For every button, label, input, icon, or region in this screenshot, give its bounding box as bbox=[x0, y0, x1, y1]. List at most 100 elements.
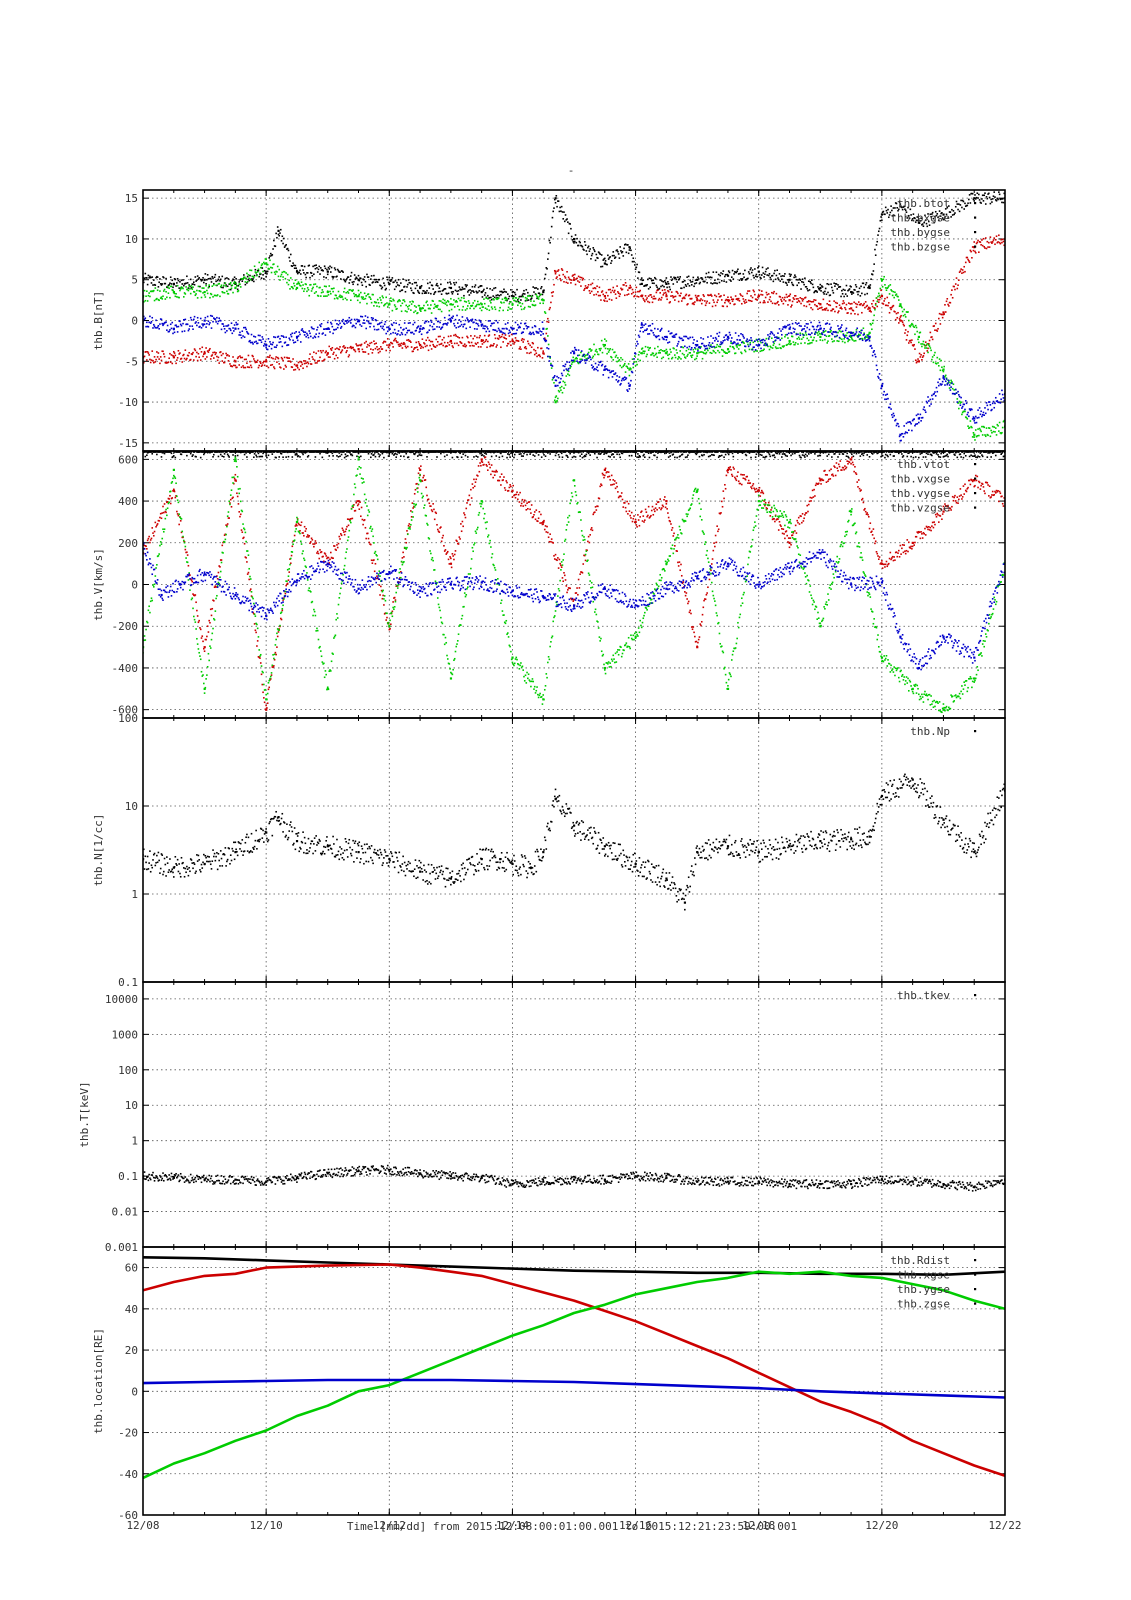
data-point bbox=[353, 280, 355, 283]
data-point bbox=[959, 404, 962, 406]
data-point bbox=[617, 291, 619, 293]
data-point bbox=[717, 293, 720, 295]
data-point bbox=[170, 354, 173, 356]
y-tick-label: 600 bbox=[118, 453, 138, 466]
data-point bbox=[508, 295, 511, 298]
data-point bbox=[606, 300, 608, 303]
data-point bbox=[326, 290, 329, 294]
data-point bbox=[823, 327, 825, 330]
data-point bbox=[199, 456, 202, 459]
data-point bbox=[566, 270, 568, 273]
data-point bbox=[690, 281, 692, 283]
data-point bbox=[447, 292, 450, 295]
data-point bbox=[746, 292, 748, 295]
data-point bbox=[479, 307, 481, 310]
data-point bbox=[737, 268, 739, 271]
data-point bbox=[152, 361, 155, 364]
data-point bbox=[890, 205, 892, 207]
data-point bbox=[551, 216, 554, 219]
data-point bbox=[984, 203, 987, 205]
data-point bbox=[440, 328, 442, 330]
data-point bbox=[308, 358, 311, 360]
data-point bbox=[575, 349, 578, 351]
data-point bbox=[712, 337, 715, 339]
data-point bbox=[583, 241, 586, 243]
data-point bbox=[951, 214, 954, 216]
data-point bbox=[553, 376, 555, 378]
data-point bbox=[788, 339, 791, 343]
data-point bbox=[497, 321, 499, 324]
data-point bbox=[958, 400, 961, 403]
data-point bbox=[874, 308, 876, 311]
data-point bbox=[809, 333, 812, 336]
data-point bbox=[278, 234, 281, 237]
data-point bbox=[597, 364, 600, 366]
data-point bbox=[633, 358, 635, 360]
data-point bbox=[179, 281, 181, 283]
data-point bbox=[985, 196, 988, 198]
data-point bbox=[346, 290, 349, 293]
data-point bbox=[859, 337, 862, 340]
data-point bbox=[511, 303, 514, 306]
data-point bbox=[860, 302, 862, 305]
data-point bbox=[278, 341, 281, 344]
data-point bbox=[796, 323, 798, 325]
data-point bbox=[954, 388, 957, 391]
data-point bbox=[979, 429, 982, 431]
data-point bbox=[299, 341, 302, 343]
data-point bbox=[928, 342, 930, 345]
data-point bbox=[951, 381, 953, 383]
data-point bbox=[841, 307, 843, 310]
data-point bbox=[380, 301, 383, 304]
data-point bbox=[226, 451, 228, 453]
data-point bbox=[741, 333, 744, 336]
data-point bbox=[866, 292, 869, 295]
data-point bbox=[511, 304, 514, 306]
data-point bbox=[277, 357, 280, 360]
data-point bbox=[806, 337, 809, 340]
data-point bbox=[333, 275, 335, 278]
data-point bbox=[690, 346, 693, 349]
data-point bbox=[1001, 431, 1003, 434]
data-point bbox=[831, 333, 834, 336]
data-point bbox=[494, 286, 497, 289]
data-point bbox=[296, 339, 299, 342]
data-point bbox=[493, 333, 496, 336]
data-point bbox=[923, 343, 925, 346]
data-point bbox=[253, 274, 256, 277]
data-point bbox=[660, 296, 663, 299]
panel-frame bbox=[142, 189, 1006, 452]
data-point bbox=[644, 350, 646, 353]
data-point bbox=[266, 348, 269, 351]
data-point bbox=[898, 305, 901, 308]
data-point bbox=[602, 374, 605, 376]
data-point bbox=[590, 290, 593, 293]
data-point bbox=[330, 349, 333, 351]
data-point bbox=[525, 288, 528, 291]
data-point bbox=[835, 306, 838, 308]
data-point bbox=[153, 356, 156, 358]
data-point bbox=[665, 339, 668, 341]
data-point bbox=[884, 297, 886, 300]
data-point bbox=[685, 349, 688, 352]
data-point bbox=[891, 294, 894, 297]
data-point bbox=[199, 347, 201, 350]
data-point bbox=[740, 341, 743, 344]
data-point bbox=[793, 276, 795, 279]
data-point bbox=[311, 327, 314, 330]
data-point bbox=[954, 283, 957, 285]
data-point bbox=[585, 357, 588, 360]
data-point bbox=[736, 297, 738, 300]
data-point bbox=[206, 350, 209, 352]
data-point bbox=[256, 274, 258, 277]
data-point bbox=[954, 288, 956, 291]
data-point bbox=[688, 345, 691, 348]
data-point bbox=[701, 357, 704, 360]
data-point bbox=[276, 361, 278, 363]
data-point bbox=[714, 339, 716, 342]
data-point bbox=[656, 286, 658, 289]
data-point bbox=[484, 325, 487, 327]
data-point bbox=[877, 292, 880, 295]
data-point bbox=[977, 428, 979, 430]
data-point bbox=[213, 283, 215, 286]
